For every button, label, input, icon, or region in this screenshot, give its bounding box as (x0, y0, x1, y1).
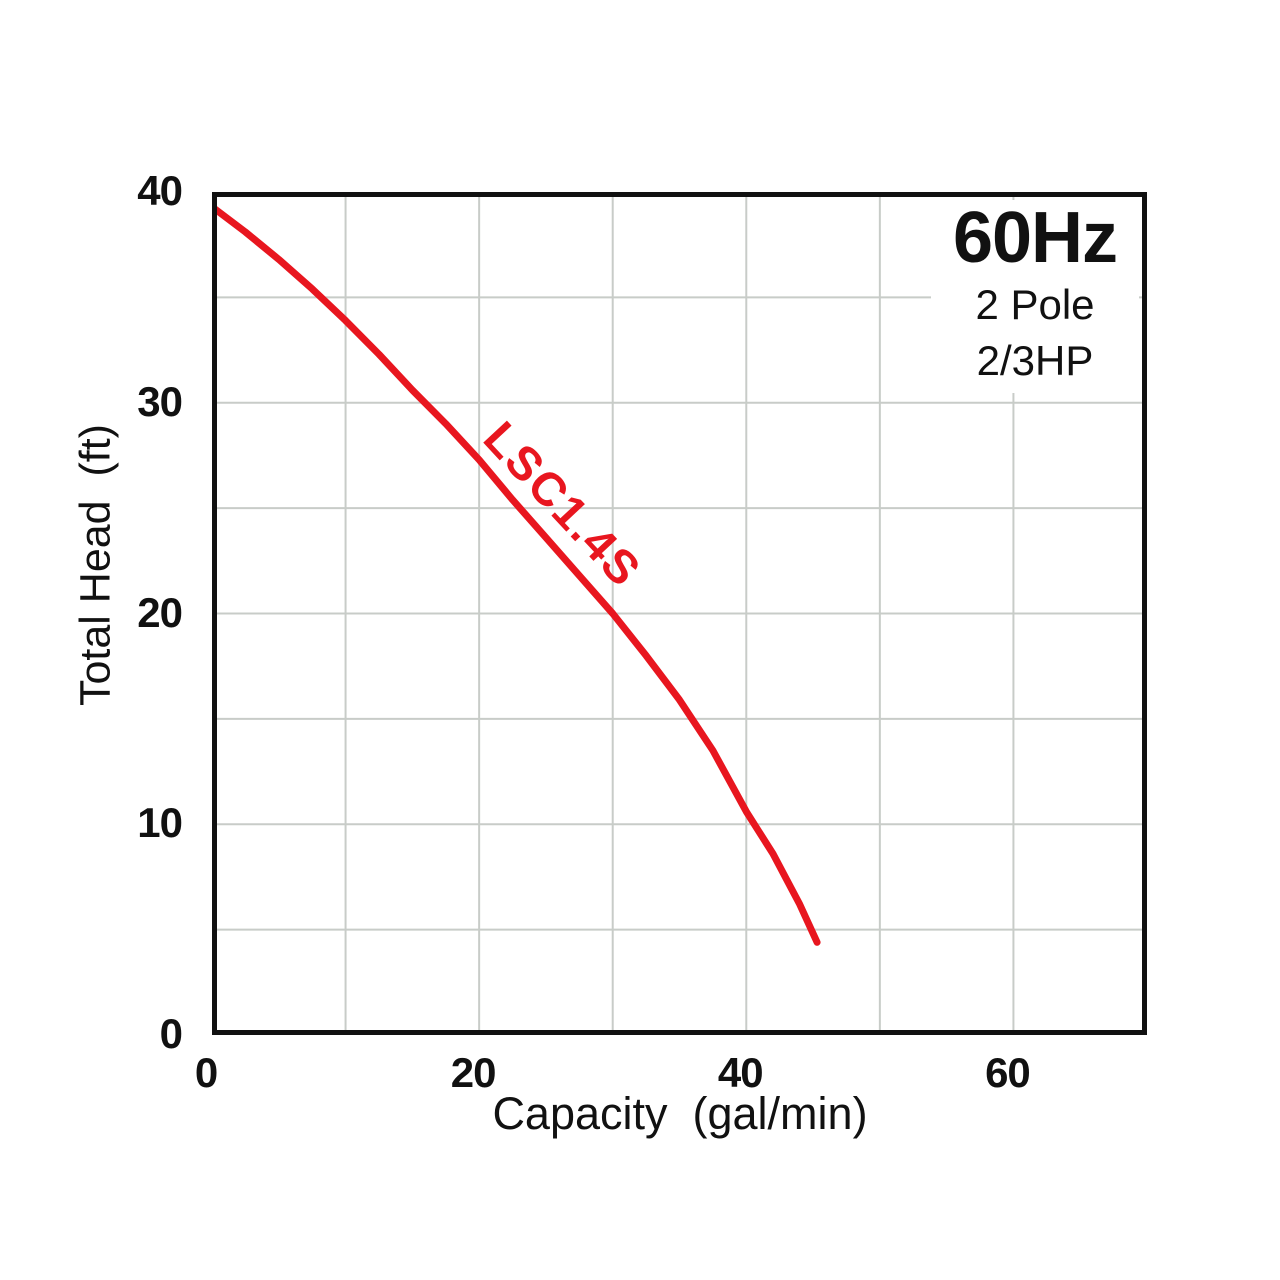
pump-curve-LSC1.4S (212, 203, 821, 946)
plot-area: 60Hz 2 Pole 2/3HP LSC1.4S (212, 192, 1147, 1035)
pole-label: 2 Pole (975, 281, 1095, 328)
x-tick-label-60: 60 (985, 1049, 1031, 1096)
y-tick-label-20: 20 (137, 588, 183, 636)
y-tick-label-30: 30 (137, 377, 183, 425)
y-tick-label-0: 0 (159, 1010, 183, 1058)
x-tick-label-0: 0 (194, 1049, 218, 1096)
info-box: 60Hz 2 Pole 2/3HP (931, 198, 1139, 394)
y-tick-label-40: 40 (137, 167, 183, 215)
power-label: 2/3HP (976, 336, 1094, 384)
y-tick-label-10: 10 (137, 799, 183, 847)
x-tick-label-40: 40 (717, 1049, 764, 1096)
plot-frame (212, 192, 1147, 1035)
x-tick-label-20: 20 (450, 1049, 497, 1096)
x-axis-title: Capacity (gal/min) (492, 1088, 868, 1139)
frequency-label: 60Hz (952, 198, 1118, 278)
y-axis-title: Total Head (ft) (71, 424, 120, 706)
